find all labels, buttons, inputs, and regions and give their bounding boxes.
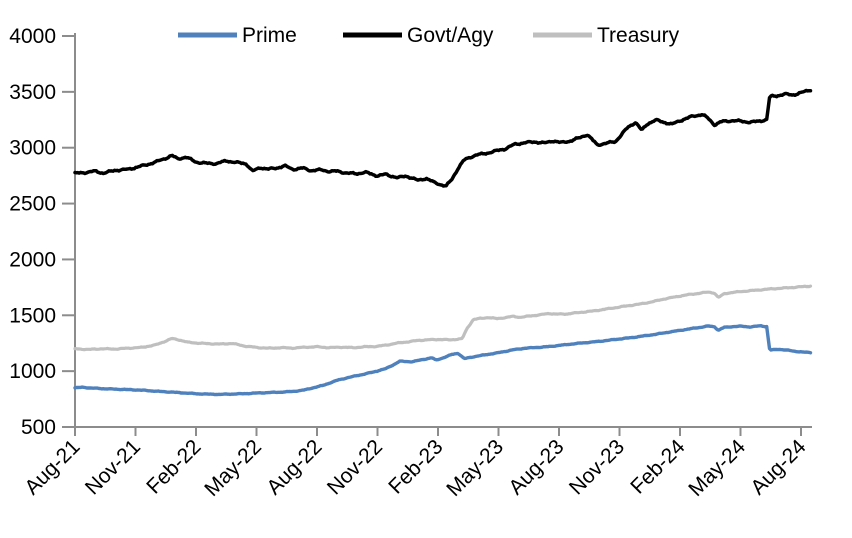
x-axis-tick-label: May-24 (684, 435, 750, 501)
x-axis-tick-label: Feb-24 (626, 435, 690, 499)
x-axis-tick-label: Nov-23 (565, 435, 629, 499)
x-axis-tick-label: Aug-24 (746, 435, 810, 499)
y-axis-tick-label: 2000 (9, 248, 56, 271)
legend-item-prime: Prime (178, 24, 297, 47)
y-axis-tick-label: 1000 (9, 360, 56, 383)
series-line-govt-agy (73, 88, 813, 188)
legend-label: Govt/Agy (407, 24, 494, 47)
legend-item-treasury: Treasury (533, 24, 680, 47)
x-axis-tick-label: Aug-22 (262, 435, 326, 499)
y-axis-tick-label: 2500 (9, 193, 56, 216)
y-axis-tick-label: 500 (21, 416, 56, 439)
y-axis-tick-label: 4000 (9, 25, 56, 48)
x-axis-tick-label: Feb-22 (142, 435, 205, 498)
x-axis-tick-label: Nov-22 (323, 435, 387, 499)
y-axis-tick-label: 1500 (9, 304, 56, 327)
x-axis-tick-label: Nov-21 (81, 435, 145, 499)
x-axis-tick-label: May-23 (442, 435, 508, 501)
y-axis-tick-label: 3000 (9, 137, 56, 160)
y-axis-tick-label: 3500 (9, 81, 56, 104)
x-axis-tick-label: Feb-23 (384, 435, 447, 498)
series-line-prime (73, 324, 813, 397)
x-axis-tick-label: Aug-23 (504, 435, 568, 499)
legend-label: Prime (242, 24, 297, 47)
x-axis-tick-label: Aug-21 (20, 435, 84, 499)
legend-item-govt-agy: Govt/Agy (343, 24, 494, 47)
series-line-treasury (73, 284, 813, 352)
x-axis-tick-label: May-22 (200, 435, 266, 501)
legend-label: Treasury (597, 24, 680, 47)
